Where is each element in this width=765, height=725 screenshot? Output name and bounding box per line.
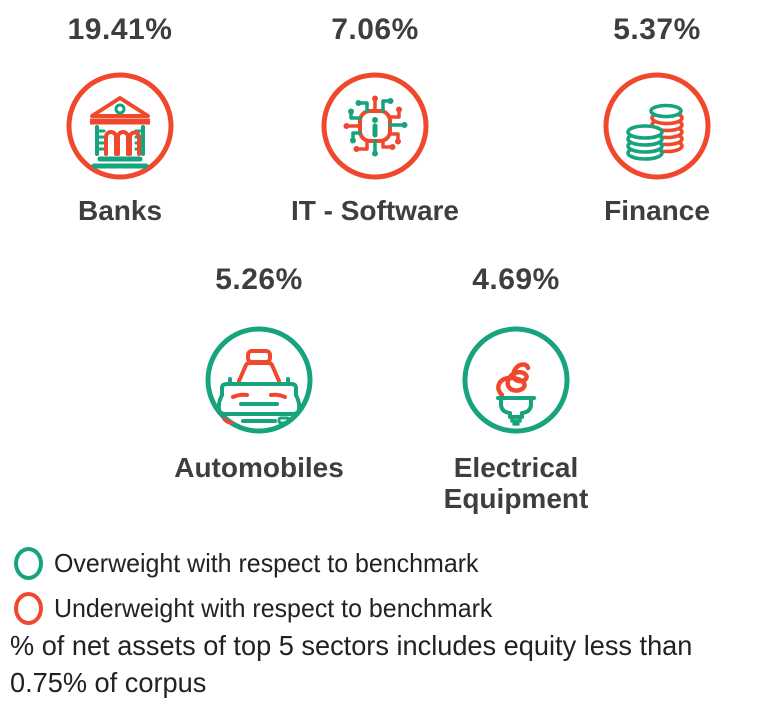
sector-value: 19.41% xyxy=(67,13,173,46)
coin-stacks-icon xyxy=(547,70,765,182)
sector-value: 7.06% xyxy=(331,13,419,46)
legend-label: Overweight with respect to benchmark xyxy=(54,547,479,578)
car-icon xyxy=(149,324,369,436)
sector-label: Finance xyxy=(604,195,710,226)
sector-card-automobiles: 5.26% Automobiles xyxy=(149,262,369,483)
sector-label: Automobiles xyxy=(174,452,344,483)
footnote: % of net assets of top 5 sectors include… xyxy=(10,628,733,702)
sector-card-it-software: 7.06% xyxy=(265,12,485,226)
circuit-chip-icon xyxy=(265,70,485,182)
legend: Overweight with respect to benchmark Und… xyxy=(14,544,511,634)
sector-label: IT - Software xyxy=(290,195,459,226)
sector-card-banks: 19.41% Banks xyxy=(10,12,230,226)
footnote-line-2: 0.75% of corpus xyxy=(10,666,207,698)
bank-icon xyxy=(10,70,230,182)
legend-item-overweight: Overweight with respect to benchmark xyxy=(14,544,511,582)
underweight-ring-icon xyxy=(14,591,43,625)
legend-item-underweight: Underweight with respect to benchmark xyxy=(14,589,511,627)
sector-card-finance: 5.37% Finance xyxy=(547,12,765,226)
sector-label: Banks xyxy=(77,195,163,226)
legend-label: Underweight with respect to benchmark xyxy=(54,592,493,623)
sector-label: Electrical Equipment xyxy=(443,452,589,515)
overweight-ring-icon xyxy=(14,546,43,580)
cfl-bulb-icon xyxy=(406,324,626,436)
sector-card-electrical-equipment: 4.69% Electrical Equipment xyxy=(406,262,626,515)
sector-value: 4.69% xyxy=(472,263,560,296)
sector-value: 5.37% xyxy=(613,13,701,46)
sector-value: 5.26% xyxy=(215,263,303,296)
footnote-line-1: % of net assets of top 5 sectors include… xyxy=(10,630,693,661)
